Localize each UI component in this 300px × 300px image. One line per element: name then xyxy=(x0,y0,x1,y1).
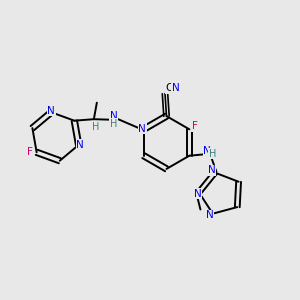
Text: F: F xyxy=(192,121,198,131)
Text: H: H xyxy=(209,148,216,159)
Text: H: H xyxy=(92,122,99,132)
Text: N: N xyxy=(203,146,211,156)
Text: N: N xyxy=(194,189,201,199)
Text: H: H xyxy=(110,119,118,129)
Text: N: N xyxy=(47,106,55,116)
Text: N: N xyxy=(172,82,179,93)
Text: C: C xyxy=(166,83,173,93)
Text: N: N xyxy=(206,210,214,220)
Text: N: N xyxy=(76,140,84,150)
Text: N: N xyxy=(110,111,118,121)
Text: N: N xyxy=(138,124,146,134)
Text: N: N xyxy=(208,165,216,175)
Text: F: F xyxy=(27,147,33,157)
